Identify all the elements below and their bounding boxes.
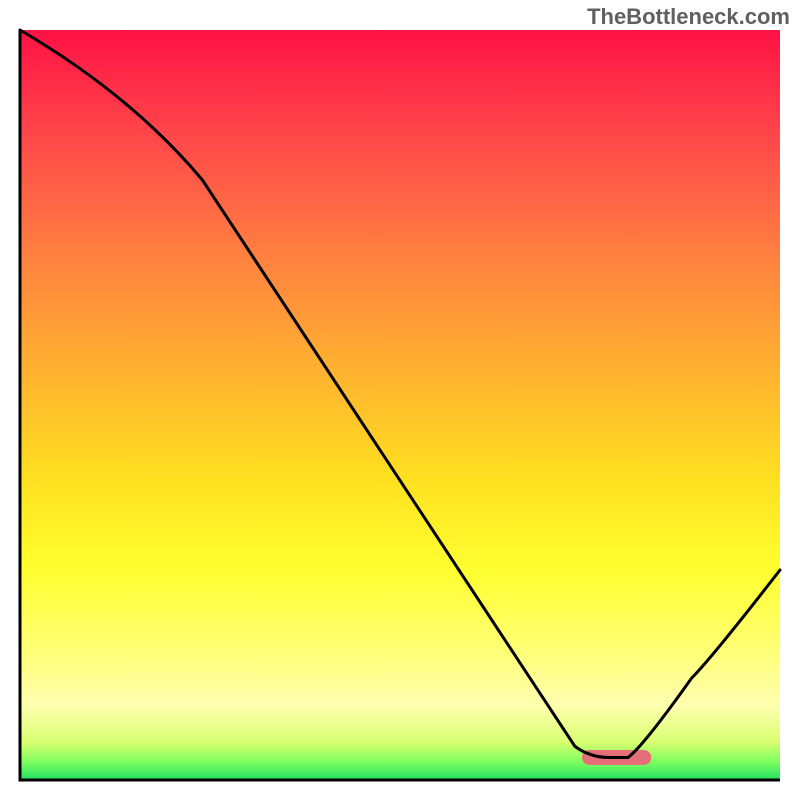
plot-background — [20, 30, 780, 780]
chart-container: TheBottleneck.com — [0, 0, 800, 800]
bottleneck-chart — [0, 0, 800, 800]
watermark-text: TheBottleneck.com — [587, 4, 790, 30]
